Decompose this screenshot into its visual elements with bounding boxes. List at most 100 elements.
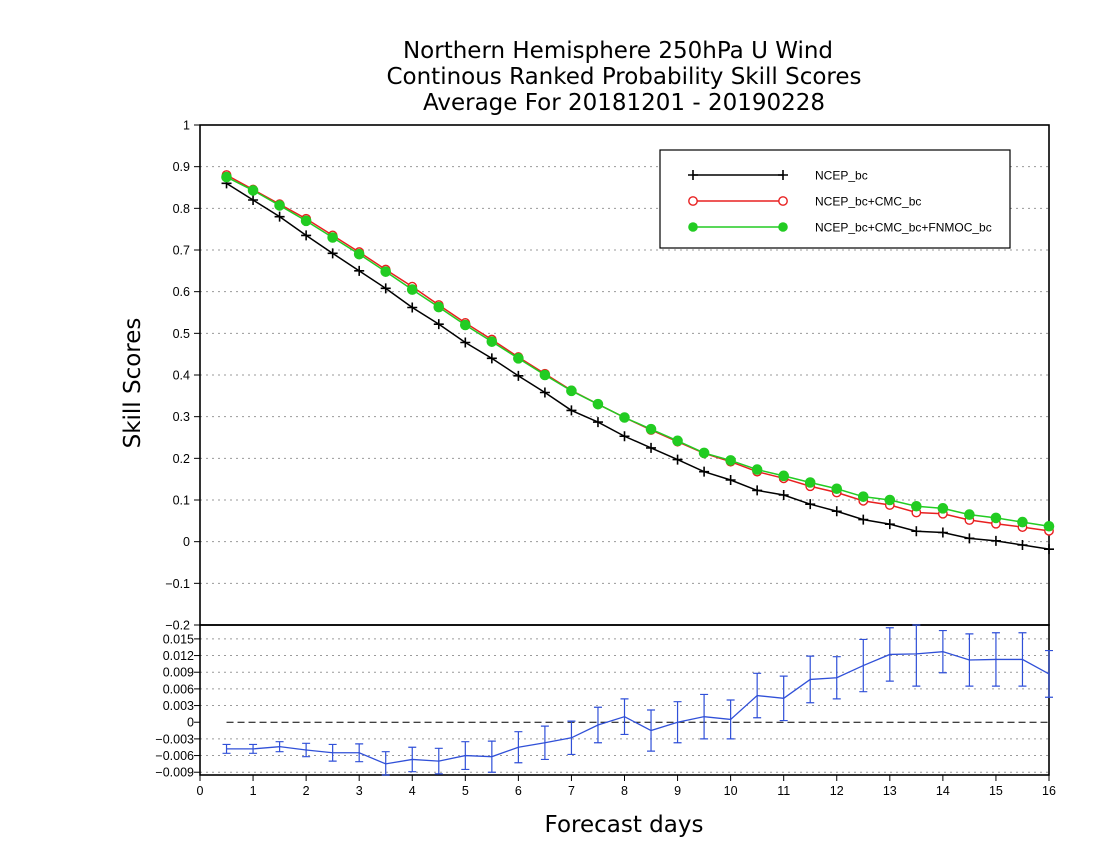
series-3-point [486, 336, 498, 347]
error-bar [938, 629, 947, 674]
series-3-point [247, 185, 259, 196]
error-bar [779, 675, 788, 722]
legend: NCEP_bc NCEP_bc+CMC_bc NCEP_bc+CMC_bc+FNMO… [659, 149, 1011, 249]
series-3-point [300, 215, 312, 227]
series-1-point [301, 230, 312, 241]
series-1-point [911, 526, 922, 537]
legend-label-2: NCEP_bc+CMC_bc [815, 195, 921, 209]
series-1-point [1017, 540, 1028, 550]
error-bar [965, 633, 974, 687]
error-bar [540, 725, 549, 761]
series-1-point [433, 319, 444, 330]
error-bar [673, 701, 682, 744]
error-bar [249, 743, 258, 754]
x-tick-label: 11 [777, 784, 790, 798]
error-bar [700, 693, 709, 740]
series-1-point [513, 370, 524, 381]
x-tick-label: 4 [409, 784, 416, 798]
x-tick-label: 13 [883, 784, 897, 798]
series-3-point [884, 494, 896, 506]
x-tick-label: 8 [621, 784, 628, 798]
x-tick-label: 14 [936, 784, 950, 798]
top-y-tick-label: 0.5 [173, 327, 190, 341]
legend-label-1: NCEP_bc [815, 169, 868, 183]
series-1-point [858, 514, 869, 525]
top-y-tick-label: 0.6 [173, 285, 190, 299]
error-bar [1018, 632, 1027, 687]
series-3-point [831, 483, 843, 495]
chart-title-line-2: Continous Ranked Probability Skill Score… [386, 64, 861, 90]
series-3-point [619, 412, 630, 423]
error-bar [328, 743, 337, 762]
series-1-point [248, 195, 259, 205]
error-bar [991, 632, 1000, 687]
bottom-y-tick-label: −0.006 [155, 749, 194, 763]
series-3-point [380, 266, 392, 277]
x-tick-label: 10 [724, 784, 738, 798]
series-1-point [672, 454, 683, 465]
series-3-point [857, 491, 869, 502]
x-tick-label: 9 [674, 784, 681, 798]
bottom-y-tick-label: 0.012 [163, 649, 194, 663]
series-3-point [804, 477, 816, 488]
series-3-point [406, 284, 418, 295]
x-tick-label: 7 [568, 784, 575, 798]
series-3-point [645, 423, 657, 435]
legend-marker [778, 196, 788, 206]
error-bar [806, 655, 815, 704]
series-1-point [486, 353, 497, 364]
series-3-point [911, 500, 922, 512]
series-1-point [990, 535, 1001, 546]
top-y-tick-label: 0.2 [173, 452, 190, 466]
series-3-point [751, 464, 763, 475]
legend-marker [688, 196, 698, 206]
series-3-point [592, 398, 604, 410]
series-1-point [646, 442, 657, 453]
chart-title-line-1: Northern Hemisphere 250hPa U Wind [403, 38, 833, 64]
series-3-point [725, 455, 736, 466]
top-y-tick-label: 0.1 [173, 494, 190, 508]
series-1-point [274, 211, 285, 222]
series-3-point [460, 319, 471, 331]
series-1-point [1044, 544, 1054, 555]
y-axis-label: Skill Scores [120, 318, 146, 449]
top-y-tick-label: 0.8 [173, 202, 190, 216]
series-3-point [990, 512, 1002, 524]
series-line-1 [226, 182, 1050, 550]
bottom-y-tick-label: 0.003 [163, 699, 194, 713]
error-bar [912, 624, 921, 687]
top-y-tick-label: −0.2 [165, 619, 190, 633]
series-1-point [592, 417, 603, 428]
error-bar [461, 741, 470, 771]
series-3-point [964, 509, 975, 520]
x-tick-label: 0 [197, 784, 204, 798]
error-bar [222, 743, 231, 754]
x-tick-label: 5 [462, 784, 469, 798]
legend-marker [688, 222, 698, 232]
error-bar [885, 627, 894, 682]
top-y-tick-label: 0.9 [173, 160, 190, 174]
bottom-y-tick-label: 0 [187, 716, 194, 730]
series-1-point [566, 405, 577, 416]
difference-panel: 0.015 0.012 0.009 0.006 0.003 0 −0.003 −0.006 −0… [155, 624, 1053, 780]
error-bar [620, 698, 629, 736]
series-3-point [513, 353, 524, 364]
x-tick-label: 1 [250, 784, 257, 798]
error-bar [567, 720, 576, 756]
series-3-point [698, 447, 710, 459]
series-3-point [672, 435, 683, 447]
error-bar [408, 746, 417, 773]
series-1-point [752, 485, 763, 496]
error-bar [832, 656, 841, 700]
series-1-point [327, 248, 338, 259]
legend-marker [688, 170, 698, 180]
series-1-point [805, 499, 816, 510]
legend-label-3: NCEP_bc+CMC_bc+FNMOC_bc [815, 221, 992, 235]
difference-line [226, 651, 1050, 765]
series-3-point [221, 171, 232, 183]
top-y-tick-label: 0.7 [173, 244, 190, 258]
series-3-point [539, 369, 551, 381]
series-3-point [433, 301, 445, 313]
series-1-point [619, 431, 630, 442]
top-y-tick-label: 0.3 [173, 410, 190, 424]
